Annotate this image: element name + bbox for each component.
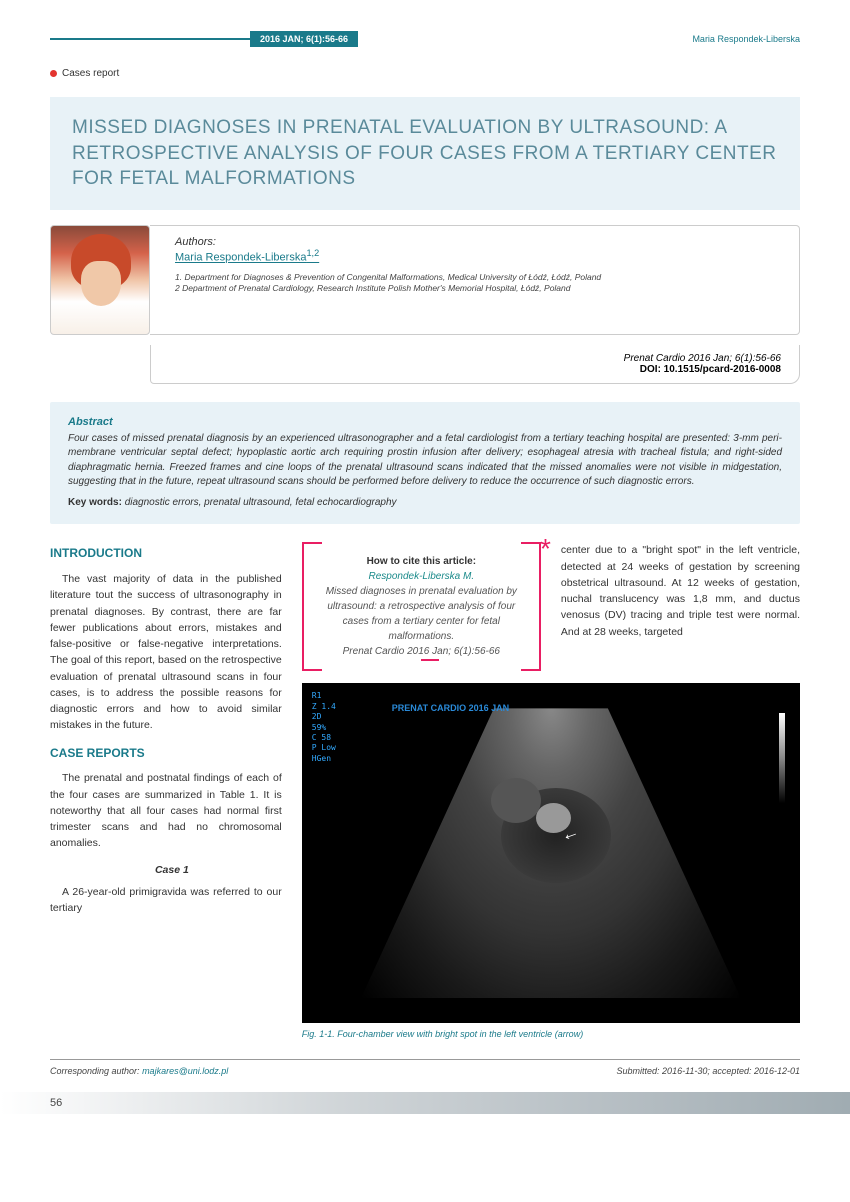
red-dot-icon: [50, 70, 57, 77]
ultrasound-fan: [361, 708, 741, 998]
abstract-body: Four cases of missed prenatal diagnosis …: [68, 432, 782, 490]
header-rule: [50, 38, 250, 40]
ultrasound-watermark: PRENAT CARDIO 2016 JAN: [392, 703, 509, 713]
corresponding-author: Corresponding author: majkares@uni.lodz.…: [50, 1066, 228, 1076]
column-3: center due to a "bright spot" in the lef…: [561, 542, 800, 683]
ultrasound-params: R1 Z 1.4 2D 59% C 58 P Low HGen: [312, 691, 336, 764]
column-2: * How to cite this article: Respondek-Li…: [302, 542, 541, 683]
doi-citation: Prenat Cardio 2016 Jan; 6(1):56-66: [169, 353, 781, 364]
cases-intro: The prenatal and postnatal findings of e…: [50, 770, 282, 851]
affiliation-1: 1. Department for Diagnoses & Prevention…: [175, 272, 781, 284]
columns-2-3-wrap: * How to cite this article: Respondek-Li…: [302, 542, 800, 1049]
issue-badge: 2016 JAN; 6(1):56-66: [250, 31, 358, 47]
case-1-text: A 26-year-old primigravida was referred …: [50, 884, 282, 917]
page-number: 56: [50, 1097, 62, 1109]
col3-text: center due to a "bright spot" in the lef…: [561, 542, 800, 640]
affiliation-2: 2 Department of Prenatal Cardiology, Res…: [175, 283, 781, 295]
footer-row: Corresponding author: majkares@uni.lodz.…: [50, 1059, 800, 1076]
title-box: MISSED DIAGNOSES IN PRENATAL EVALUATION …: [50, 97, 800, 210]
body-columns: INTRODUCTION The vast majority of data i…: [50, 542, 800, 1049]
keywords: Key words: diagnostic errors, prenatal u…: [68, 496, 782, 511]
citation-box: * How to cite this article: Respondek-Li…: [302, 542, 541, 671]
abstract-heading: Abstract: [68, 416, 782, 428]
cite-author: Respondek-Liberska M.: [320, 569, 523, 584]
author-photo: [50, 225, 150, 335]
submission-dates: Submitted: 2016-11-30; accepted: 2016-12…: [617, 1066, 800, 1076]
author-name: Maria Respondek-Liberska1,2: [175, 248, 781, 264]
report-tag-label: Cases report: [62, 68, 119, 79]
report-tag: Cases report: [50, 68, 800, 79]
figure-caption: Fig. 1-1. Four-chamber view with bright …: [302, 1029, 800, 1039]
cite-citation: Prenat Cardio 2016 Jan; 6(1):56-66: [320, 644, 523, 659]
column-1: INTRODUCTION The vast majority of data i…: [50, 542, 282, 1049]
intro-text: The vast majority of data in the publish…: [50, 571, 282, 734]
author-section: Authors: Maria Respondek-Liberska1,2 1. …: [50, 225, 800, 335]
cite-title-line: Missed diagnoses in prenatal evaluation …: [320, 584, 523, 644]
page: 2016 JAN; 6(1):56-66 Maria Respondek-Lib…: [0, 0, 850, 1202]
grayscale-bar: [779, 713, 785, 803]
header-author: Maria Respondek-Liberska: [692, 34, 800, 44]
intro-heading: INTRODUCTION: [50, 544, 282, 563]
doi-box: Prenat Cardio 2016 Jan; 6(1):56-66 DOI: …: [150, 345, 800, 384]
abstract-box: Abstract Four cases of missed prenatal d…: [50, 402, 800, 525]
case-1-label: Case 1: [50, 862, 282, 878]
ultrasound-figure: R1 Z 1.4 2D 59% C 58 P Low HGen PRENAT C…: [302, 683, 800, 1023]
cite-heading: How to cite this article:: [320, 554, 523, 569]
authors-label: Authors:: [175, 236, 781, 248]
doi-value: DOI: 10.1515/pcard-2016-0008: [169, 364, 781, 375]
article-title: MISSED DIAGNOSES IN PRENATAL EVALUATION …: [72, 115, 778, 192]
footer-bar: 56: [0, 1092, 850, 1114]
asterisk-icon: *: [540, 528, 551, 570]
header-bar: 2016 JAN; 6(1):56-66 Maria Respondek-Lib…: [50, 30, 800, 48]
author-info: Authors: Maria Respondek-Liberska1,2 1. …: [150, 225, 800, 335]
cases-heading: CASE REPORTS: [50, 744, 282, 763]
